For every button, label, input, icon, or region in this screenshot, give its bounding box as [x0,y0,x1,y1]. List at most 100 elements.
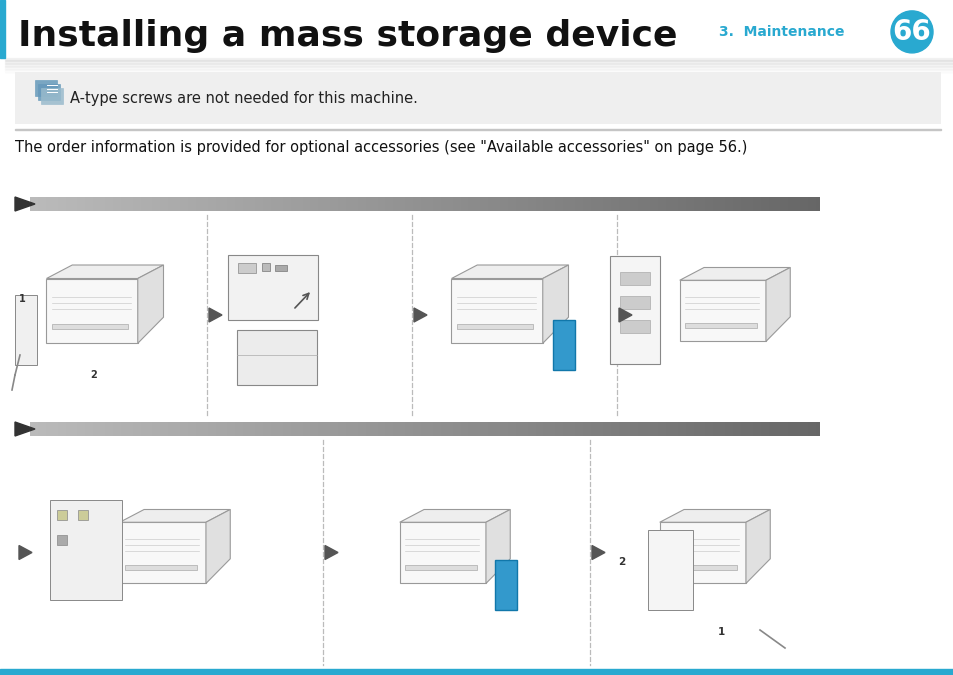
Bar [62,197,66,211]
Bar [342,197,346,211]
Bar [160,197,164,211]
Bar [156,422,160,436]
Bar [709,422,713,436]
Bar [192,422,195,436]
Bar [70,197,73,211]
Bar [476,422,479,436]
Polygon shape [659,510,769,522]
Bar [294,197,298,211]
Bar [278,422,282,436]
Bar [744,197,748,211]
Bar [52,323,129,329]
Bar [156,197,160,211]
Bar [717,422,720,436]
Bar [35,80,57,96]
Polygon shape [451,265,568,279]
Bar [287,197,291,211]
Bar [503,422,507,436]
Bar [539,197,543,211]
Bar [551,422,555,436]
Polygon shape [414,308,427,322]
Bar [496,422,499,436]
Polygon shape [745,510,769,583]
Bar [444,422,448,436]
Bar [543,197,547,211]
Bar [582,422,586,436]
Bar [665,197,669,211]
Bar [444,197,448,211]
Bar [413,197,416,211]
Bar [626,422,630,436]
Bar [215,422,219,436]
Bar [262,263,270,271]
Text: 3.  Maintenance: 3. Maintenance [719,25,844,39]
Bar [578,422,582,436]
Bar [567,197,571,211]
Bar [728,197,732,211]
Bar [551,197,555,211]
Bar [464,422,468,436]
Bar [164,197,168,211]
Bar [5,67,953,68]
Bar [90,197,93,211]
Bar [531,422,535,436]
Bar [760,422,764,436]
Bar [713,197,717,211]
Polygon shape [618,308,631,322]
Bar [654,197,658,211]
Bar [77,197,81,211]
Bar [41,88,63,104]
Bar [792,197,796,211]
Bar [168,422,172,436]
Bar [393,422,397,436]
Bar [243,197,247,211]
Bar [436,197,440,211]
Bar [172,422,176,436]
Bar [66,197,70,211]
Bar [397,197,401,211]
Bar [109,422,112,436]
Bar [752,422,756,436]
Bar [168,197,172,211]
Bar [619,296,649,309]
Bar [681,422,685,436]
Bar [401,422,405,436]
Bar [232,197,235,211]
Bar [787,422,792,436]
Bar [595,197,598,211]
Bar [571,422,575,436]
Bar [492,422,496,436]
Bar [634,197,638,211]
Polygon shape [19,545,32,560]
Bar [630,422,634,436]
Bar [57,510,67,520]
Polygon shape [592,545,604,560]
Bar [302,197,306,211]
Bar [208,422,212,436]
Bar [385,197,389,211]
Bar [661,197,665,211]
Polygon shape [399,510,510,522]
Bar [164,422,168,436]
Bar [740,197,744,211]
Bar [199,422,204,436]
Bar [38,84,60,100]
Bar [602,197,606,211]
Bar [547,197,551,211]
Bar [659,522,745,583]
Bar [53,197,57,211]
Bar [606,197,610,211]
Bar [523,197,527,211]
Bar [334,197,337,211]
Bar [235,197,239,211]
Bar [665,422,669,436]
Polygon shape [542,265,568,344]
Bar [460,197,464,211]
Bar [618,197,622,211]
Bar [267,422,271,436]
Polygon shape [15,197,35,211]
Bar [149,422,152,436]
Bar [314,197,318,211]
Bar [709,197,713,211]
Bar [669,422,673,436]
